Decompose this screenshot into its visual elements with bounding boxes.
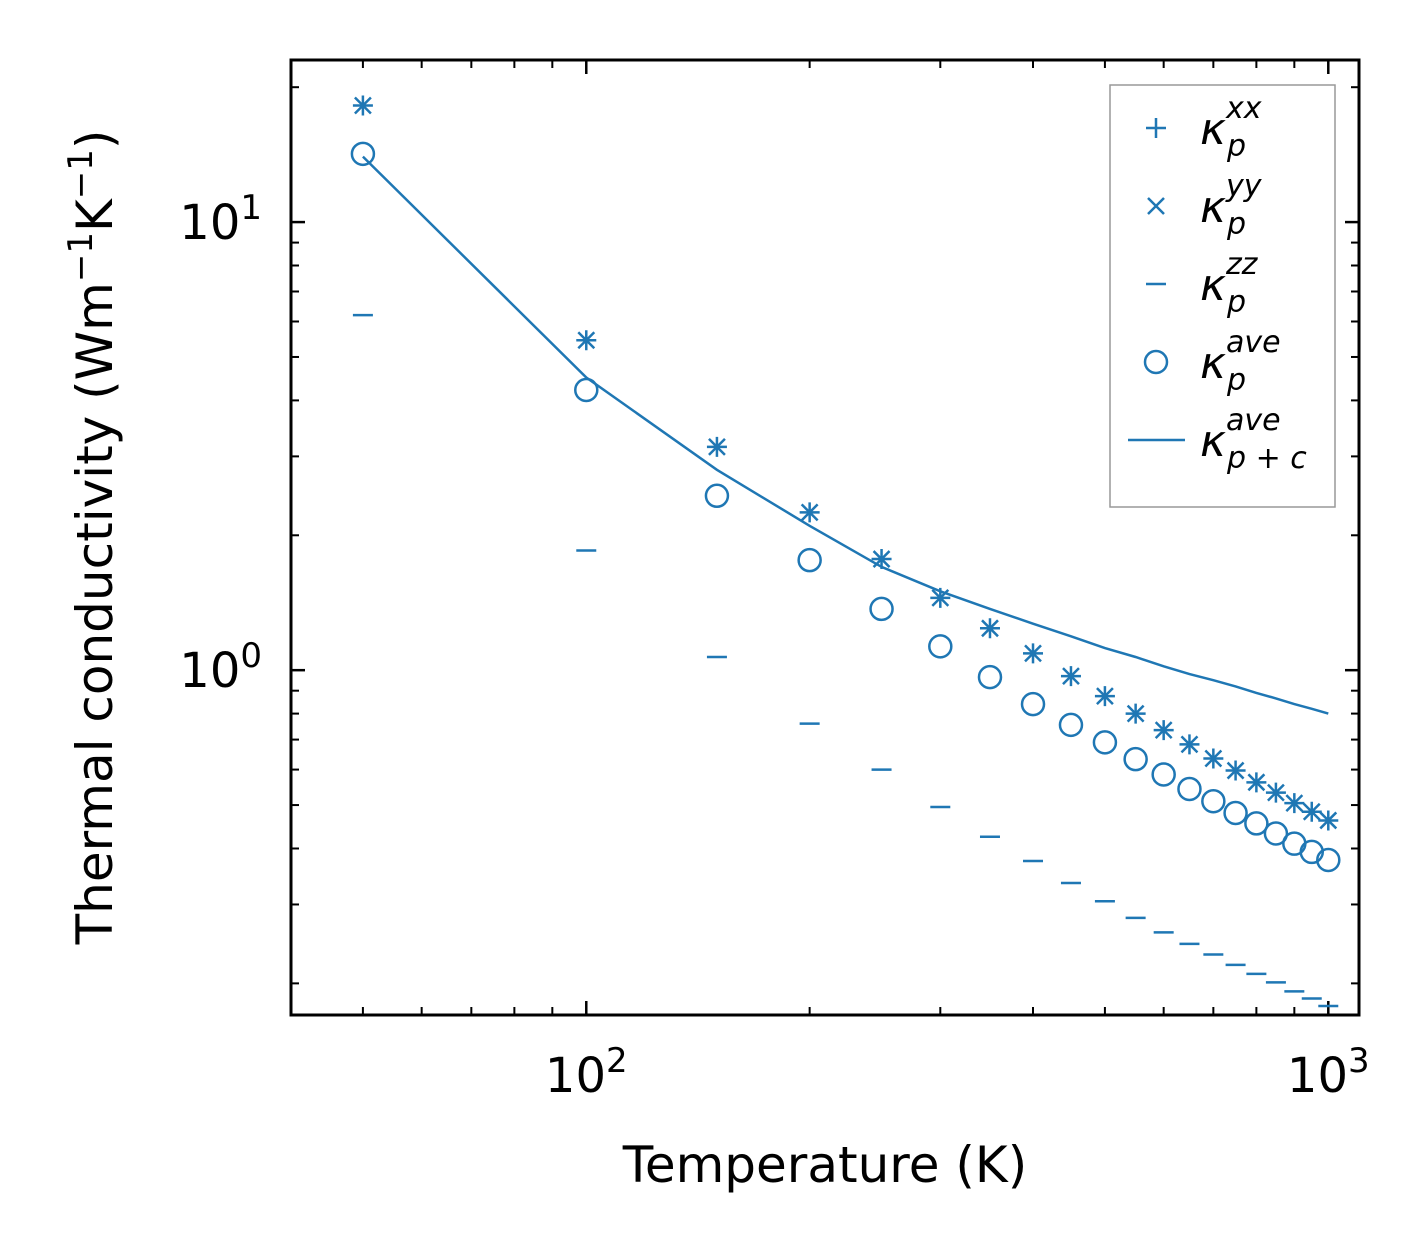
legend-label-sub: p (1226, 129, 1246, 164)
legend-label: κave (1200, 403, 1281, 467)
y-tick-label: 101 (179, 188, 262, 251)
legend-label: κzz (1200, 247, 1259, 311)
data-point-kappa_p_yy (1285, 794, 1304, 813)
data-point-kappa_p_yy (1204, 749, 1223, 768)
y-axis-title: Thermal conductivity (Wm−1K−1) (61, 130, 124, 946)
series-kappa_p_yy (354, 96, 1338, 830)
data-point-kappa_p_ave (1316, 847, 1341, 873)
data-point-kappa_p_yy (1180, 735, 1199, 754)
data-point-kappa_p_yy (1096, 687, 1114, 706)
legend-label-sup: yy (1225, 169, 1263, 204)
legend-label-base: κ (1200, 104, 1226, 155)
data-point-kappa_p_ave (1244, 811, 1269, 836)
legend-label-sub: p (1226, 285, 1246, 320)
data-point-kappa_p_ave (1092, 730, 1118, 755)
y-axis-title-prefix: Thermal conductivity (Wm (66, 282, 124, 945)
data-point-kappa_p_yy (1062, 667, 1080, 685)
x-axis-title: Temperature (K) (622, 1136, 1027, 1194)
legend-marker-x (1147, 197, 1165, 215)
data-point-kappa_p_yy (354, 96, 372, 115)
data-point-kappa_p_ave (704, 483, 730, 509)
legend-label-base: κ (1200, 182, 1226, 233)
legend-label-sup: zz (1225, 247, 1259, 282)
y-axis-title-exp1: −1 (61, 232, 101, 282)
data-point-kappa_p_ave (1201, 788, 1226, 814)
legend-label-sup: ave (1226, 403, 1281, 438)
x-tick-label-base: 10 (1287, 1048, 1348, 1104)
y-axis-title-exp2: −1 (61, 149, 101, 199)
legend-marker-plus (1146, 118, 1166, 138)
series-kappa_p_zz (352, 313, 1339, 1008)
data-point-kappa_p_yy (1267, 783, 1285, 802)
y-axis-title-suffix: ) (66, 130, 124, 150)
data-point-kappa_p_yy (1154, 721, 1173, 739)
data-point-kappa_p_ave (1151, 762, 1176, 787)
x-tick-label-exp: 2 (606, 1041, 628, 1081)
data-point-kappa_p_ave (797, 547, 822, 573)
data-point-kappa_p_ave (1177, 776, 1202, 802)
plot-frame (289, 58, 1361, 1017)
data-point-kappa_p_yy (1024, 644, 1042, 663)
y-tick-label-exp: 1 (240, 188, 262, 228)
data-point-kappa_p_ave (1020, 691, 1046, 717)
data-point-kappa_p_yy (1226, 761, 1245, 780)
series-kappa_pc_ave (362, 155, 1329, 715)
data-point-kappa_p_yy (708, 438, 726, 456)
legend-label-base: κ (1200, 416, 1226, 467)
y-tick-label-base: 10 (179, 195, 240, 251)
data-point-kappa_p_ave (1123, 746, 1148, 772)
data-point-kappa_p_yy (1319, 811, 1338, 830)
x-tick-label-base: 10 (545, 1048, 606, 1104)
legend-label-sub: p (1226, 207, 1246, 242)
legend-label-sub: p + c (1226, 441, 1307, 476)
data-point-kappa_p_ave (350, 141, 376, 167)
y-axis-title-mid: K (66, 198, 124, 232)
legend-marker-circle (1143, 349, 1169, 375)
data-point-kappa_p_yy (1302, 802, 1321, 821)
data-series (350, 95, 1341, 1008)
legend-label-sup: ave (1226, 325, 1281, 360)
y-tick-label: 100 (179, 636, 262, 699)
data-point-kappa_p_yy (1247, 773, 1266, 792)
data-point-kappa_p_ave (928, 634, 953, 659)
legend-label-sup: xx (1225, 91, 1262, 126)
legend-label: κyy (1200, 169, 1263, 233)
data-point-kappa_p_ave (869, 596, 894, 622)
data-point-kappa_p_yy (981, 619, 999, 638)
y-tick-label-base: 10 (179, 643, 240, 699)
data-point-kappa_p_ave (977, 664, 1003, 690)
y-tick-label-exp: 0 (240, 636, 262, 676)
data-point-kappa_p_ave (1058, 712, 1084, 738)
legend-frame (1109, 84, 1336, 508)
x-tick-label-exp: 3 (1348, 1041, 1370, 1081)
x-tick-label: 103 (1287, 1041, 1370, 1104)
legend-label-base: κ (1200, 338, 1226, 389)
data-point-kappa_p_ave (1223, 800, 1248, 826)
data-point-kappa_p_yy (577, 331, 596, 350)
data-point-kappa_p_yy (1126, 704, 1145, 723)
legend-label-base: κ (1200, 260, 1226, 311)
data-point-kappa_p_yy (800, 503, 819, 522)
legend-label-sub: p (1226, 363, 1246, 398)
x-tick-label: 102 (545, 1041, 628, 1104)
series-kappa_p_ave (350, 141, 1341, 873)
legend-label: κxx (1200, 91, 1262, 155)
legend-label: κave (1200, 325, 1281, 389)
data-point-kappa_p_ave (1263, 821, 1289, 846)
series-line-kappa_pc_ave (362, 155, 1329, 715)
